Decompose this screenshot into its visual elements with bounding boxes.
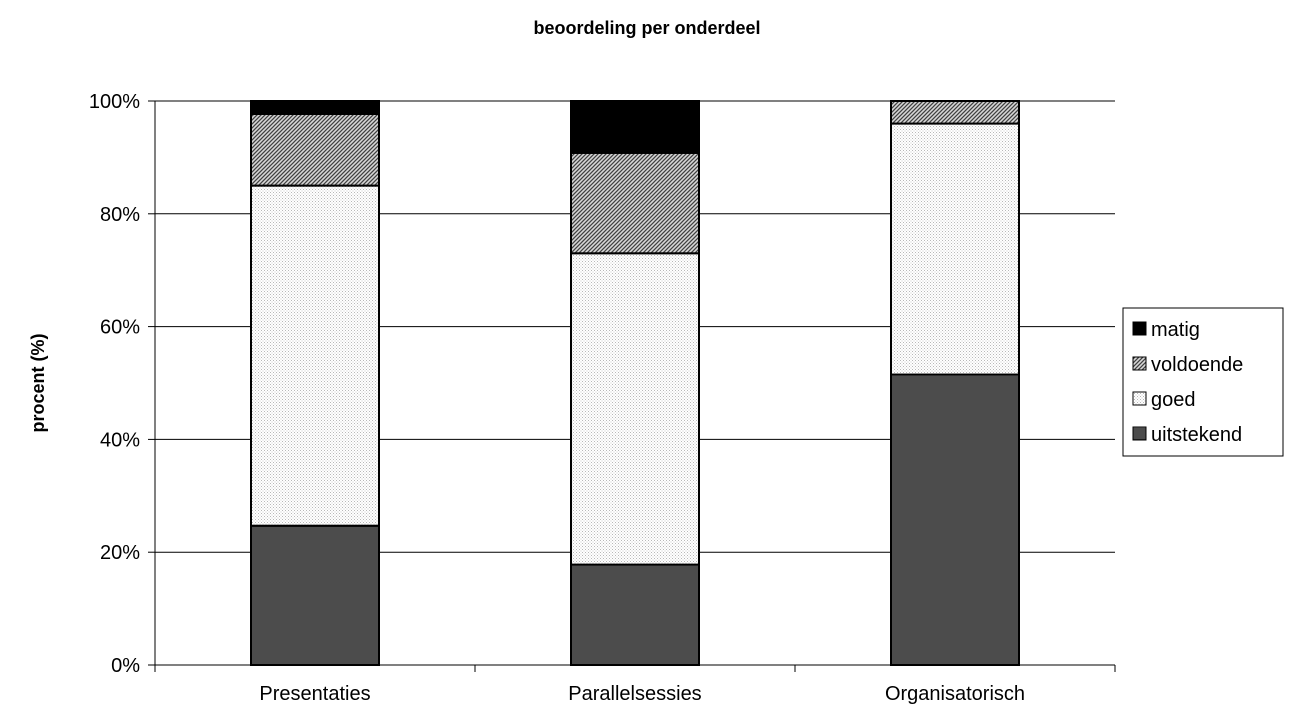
legend-swatch-matig (1132, 321, 1147, 336)
legend-label-voldoende: voldoende (1151, 354, 1243, 376)
legend-swatch-goed (1132, 391, 1147, 406)
bar-segment-voldoende (890, 100, 1020, 125)
legend-swatch-uitstekend (1132, 426, 1147, 441)
bar-segment-matig (570, 100, 700, 154)
legend: matig voldoende goed uitstekend (1122, 307, 1284, 457)
bar-segment-goed (250, 184, 380, 527)
axes (154, 101, 1116, 672)
legend-label-goed: goed (1151, 389, 1196, 411)
bar-segment-voldoende (250, 112, 380, 187)
bar-segment-goed (890, 122, 1020, 376)
y-axis-label: procent (%) (28, 333, 48, 432)
category-label: Presentaties (259, 683, 370, 705)
bar-segment-voldoende (570, 151, 700, 255)
y-tick-label: 60% (100, 317, 140, 339)
legend-box (1122, 307, 1284, 457)
y-tick-label: 20% (100, 542, 140, 564)
chart-title: beoordeling per onderdeel (533, 18, 760, 38)
category-label: Organisatorisch (885, 683, 1025, 705)
y-tick-label: 80% (100, 204, 140, 226)
legend-swatch-voldoende (1132, 356, 1147, 371)
y-tick-label: 100% (89, 91, 140, 113)
legend-label-uitstekend: uitstekend (1151, 424, 1242, 446)
y-tick-label: 40% (100, 429, 140, 451)
y-tick-labels: 0% 20% 40% 60% 80% 100% (89, 91, 140, 677)
bar-segment-uitstekend (890, 373, 1020, 666)
bar-segment-uitstekend (570, 563, 700, 666)
category-label: Parallelsessies (568, 683, 701, 705)
category-labels: Presentaties Parallelsessies Organisatoris… (259, 683, 1025, 705)
bars (250, 100, 1020, 667)
bar-segment-uitstekend (250, 524, 380, 667)
legend-label-matig: matig (1151, 319, 1200, 341)
y-tick-label: 0% (111, 655, 140, 677)
bar-segment-matig (250, 100, 380, 115)
bar-segment-goed (570, 252, 700, 566)
